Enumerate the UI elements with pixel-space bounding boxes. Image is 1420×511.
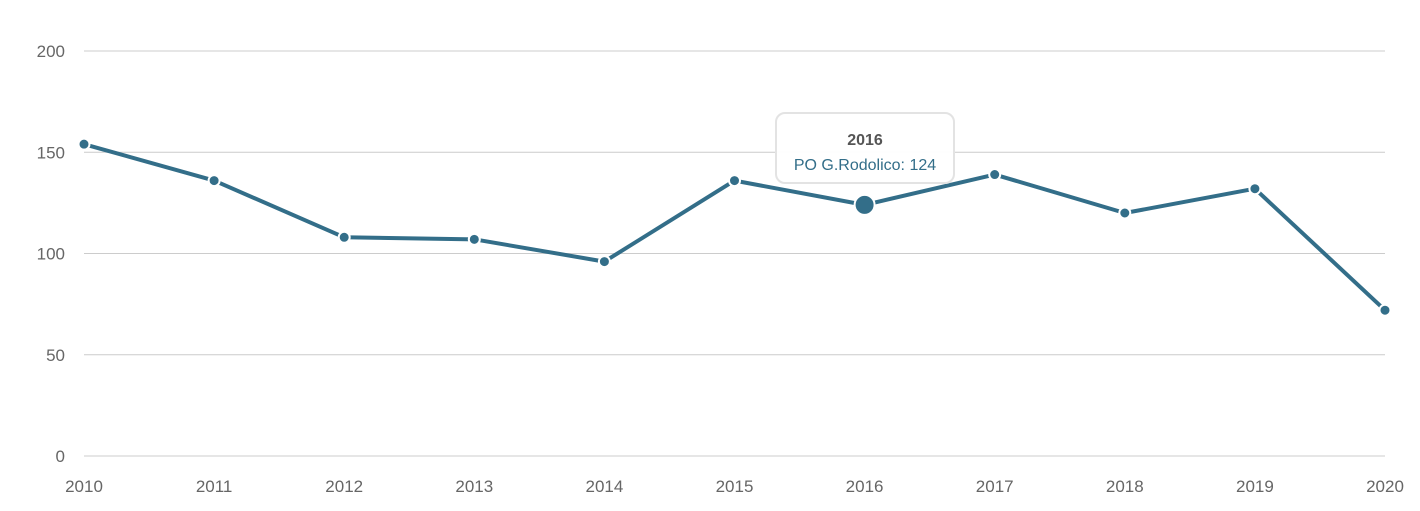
data-point[interactable] (728, 174, 741, 188)
x-axis-tick-labels: 2010 2011 2012 2013 2014 2015 2016 2017 2018 2019… (65, 477, 1404, 496)
data-point[interactable] (1378, 303, 1392, 317)
series-line (82, 142, 1387, 313)
x-tick-label: 2013 (455, 477, 493, 496)
x-tick-label: 2019 (1236, 477, 1274, 496)
tooltip: 2016 PO G.Rodolico: 124 (775, 112, 955, 184)
x-tick-label: 2020 (1366, 477, 1404, 496)
y-tick-label: 50 (46, 346, 65, 365)
x-tick-label: 2012 (325, 477, 363, 496)
y-tick-label: 100 (37, 245, 65, 264)
data-points (77, 137, 1392, 317)
x-tick-label: 2010 (65, 477, 103, 496)
data-point[interactable] (988, 168, 1002, 182)
y-tick-label: 200 (37, 42, 65, 61)
y-tick-label: 0 (56, 447, 65, 466)
data-point[interactable] (597, 255, 611, 269)
data-point[interactable] (1248, 182, 1262, 196)
y-tick-label: 150 (37, 143, 65, 162)
x-tick-label: 2016 (846, 477, 884, 496)
data-point[interactable] (77, 137, 91, 151)
data-point[interactable] (207, 174, 221, 188)
data-point[interactable] (337, 230, 351, 244)
tooltip-body: PO G.Rodolico: 124 (793, 157, 937, 174)
x-tick-label: 2011 (196, 477, 233, 496)
y-axis-tick-labels: 0 50 100 150 200 (37, 42, 65, 466)
grid-lines (84, 50, 1385, 457)
data-point[interactable] (853, 193, 876, 216)
tooltip-title: 2016 (847, 132, 883, 149)
x-tick-label: 2018 (1106, 477, 1144, 496)
data-point[interactable] (1118, 206, 1132, 220)
x-tick-label: 2014 (585, 477, 623, 496)
series-layer (82, 142, 1387, 313)
x-tick-label: 2015 (716, 477, 754, 496)
x-tick-label: 2017 (976, 477, 1014, 496)
data-point[interactable] (467, 232, 481, 246)
